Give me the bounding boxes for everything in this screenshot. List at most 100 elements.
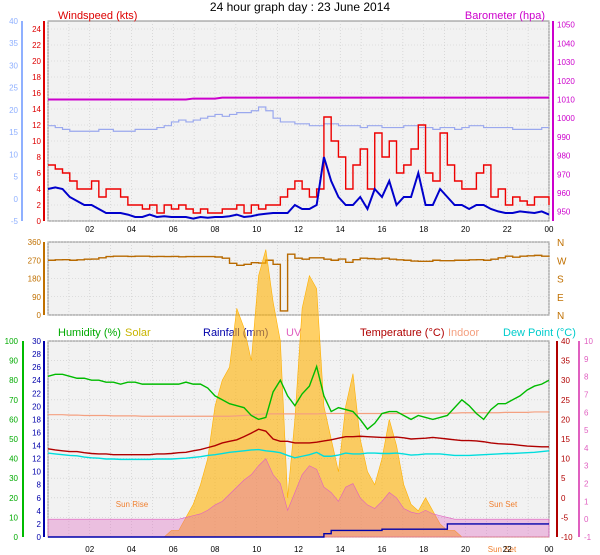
uv-tick: 6	[584, 408, 589, 417]
multi-x-tick: 14	[336, 545, 345, 554]
temperature-tick: -5	[561, 513, 569, 522]
temperature-tick: 20	[561, 415, 570, 424]
humidity-line	[47, 364, 550, 431]
multi-header-6: Dew Point (°C)	[503, 327, 576, 339]
multi-header-5: Indoor	[448, 327, 480, 339]
multi-x-tick: 04	[127, 545, 136, 554]
direction-tick: 360	[28, 238, 42, 247]
temperature-tick: 30	[561, 376, 570, 385]
rainfall-tick: 20	[32, 402, 41, 411]
windspeed-tick: 18	[32, 73, 41, 82]
wind-x-tick: 18	[419, 225, 428, 234]
uv-tick: 8	[584, 373, 589, 382]
humidity-tick: 20	[9, 494, 18, 503]
barometer-tick: 1050	[557, 21, 575, 30]
windspeed-tick: 24	[32, 25, 41, 34]
wind-x-tick: 10	[252, 225, 261, 234]
dew-point-line	[47, 448, 550, 461]
rainfall-line	[48, 523, 549, 538]
multi-x-tick: 00	[545, 545, 554, 554]
uv-tick: 0	[584, 515, 589, 524]
wind-x-tick: 06	[169, 225, 178, 234]
direction-tick: 270	[28, 256, 42, 265]
wind-outer-tick: 15	[9, 128, 18, 137]
barometer-minute-line	[48, 106, 549, 132]
direction-compass-label: W	[557, 256, 567, 267]
rainfall-tick: 12	[32, 455, 41, 464]
temperature-tick: -10	[561, 533, 573, 542]
uv-tick: 1	[584, 497, 589, 506]
multi-header-1: Solar	[125, 327, 151, 339]
rainfall-tick: 22	[32, 389, 41, 398]
wind-x-tick: 02	[85, 225, 94, 234]
temperature-tick: 35	[561, 357, 570, 366]
temperature-tick: 25	[561, 396, 570, 405]
humidity-tick: 30	[9, 474, 18, 483]
humidity-tick: 70	[9, 396, 18, 405]
multi-header-4: Temperature (°C)	[360, 327, 444, 339]
rainfall-tick: 2	[37, 520, 42, 529]
wind-outer-tick: 10	[9, 150, 18, 159]
direction-compass-label: E	[557, 293, 564, 304]
direction-compass-label: N	[557, 311, 564, 322]
sunrise-annotation: Sun Rise	[116, 500, 149, 509]
barometer-tick: 960	[557, 189, 571, 198]
sunset-annotation: Sun Set	[489, 500, 518, 509]
wind-outer-tick: 35	[9, 39, 18, 48]
humidity-tick: 90	[9, 357, 18, 366]
wind-outer-tick: 0	[14, 195, 19, 204]
multi-x-tick: 08	[211, 545, 220, 554]
rainfall-tick: 30	[32, 337, 41, 346]
direction-compass-label: S	[557, 275, 564, 286]
uv-area	[47, 458, 550, 538]
direction-tick: 180	[28, 275, 42, 284]
uv-tick: 9	[584, 355, 589, 364]
wind-average-line	[47, 156, 550, 220]
humidity-tick: 80	[9, 376, 18, 385]
humidity-tick: 10	[9, 513, 18, 522]
barometer-line	[48, 96, 549, 101]
humidity-tick: 50	[9, 435, 18, 444]
rainfall-tick: 14	[32, 442, 41, 451]
uv-tick: 3	[584, 462, 589, 471]
indoor-temperature-line	[48, 411, 549, 417]
sunset-bottom-annotation: Sun Set	[488, 545, 517, 554]
multi-header-3: UV	[286, 327, 302, 339]
uv-tick: -1	[584, 533, 592, 542]
wind-outer-tick: 20	[9, 106, 18, 115]
windspeed-tick: 2	[37, 201, 42, 210]
windspeed-tick: 10	[32, 137, 41, 146]
multi-x-tick: 18	[419, 545, 428, 554]
rainfall-tick: 8	[37, 481, 42, 490]
multi-x-tick: 02	[85, 545, 94, 554]
barometer-tick: 1010	[557, 96, 575, 105]
wind-outer-tick: 40	[9, 17, 18, 26]
temperature-tick: 10	[561, 455, 570, 464]
wind-x-tick: 14	[336, 225, 345, 234]
windspeed-header: Windspeed (kts)	[58, 10, 137, 22]
multi-x-tick: 22	[503, 545, 512, 554]
windspeed-tick: 16	[32, 89, 41, 98]
windspeed-tick: 8	[37, 153, 42, 162]
temperature-tick: 5	[561, 474, 566, 483]
rainfall-tick: 24	[32, 376, 41, 385]
barometer-tick: 1040	[557, 39, 575, 48]
wind-x-tick: 04	[127, 225, 136, 234]
direction-compass-label: N	[557, 238, 564, 249]
rainfall-tick: 26	[32, 363, 41, 372]
barometer-tick: 970	[557, 170, 571, 179]
temperature-tick: 40	[561, 337, 570, 346]
wind-outer-tick: 30	[9, 61, 18, 70]
wind-x-tick: 12	[294, 225, 303, 234]
rainfall-tick: 10	[32, 468, 41, 477]
rainfall-tick: 16	[32, 428, 41, 437]
windspeed-tick: 20	[32, 57, 41, 66]
windspeed-tick: 12	[32, 121, 41, 130]
uv-tick: 4	[584, 444, 589, 453]
wind-x-tick: 08	[211, 225, 220, 234]
barometer-header: Barometer (hpa)	[465, 10, 545, 22]
wind-x-tick: 22	[503, 225, 512, 234]
barometer-tick: 950	[557, 208, 571, 217]
rainfall-tick: 6	[37, 494, 42, 503]
